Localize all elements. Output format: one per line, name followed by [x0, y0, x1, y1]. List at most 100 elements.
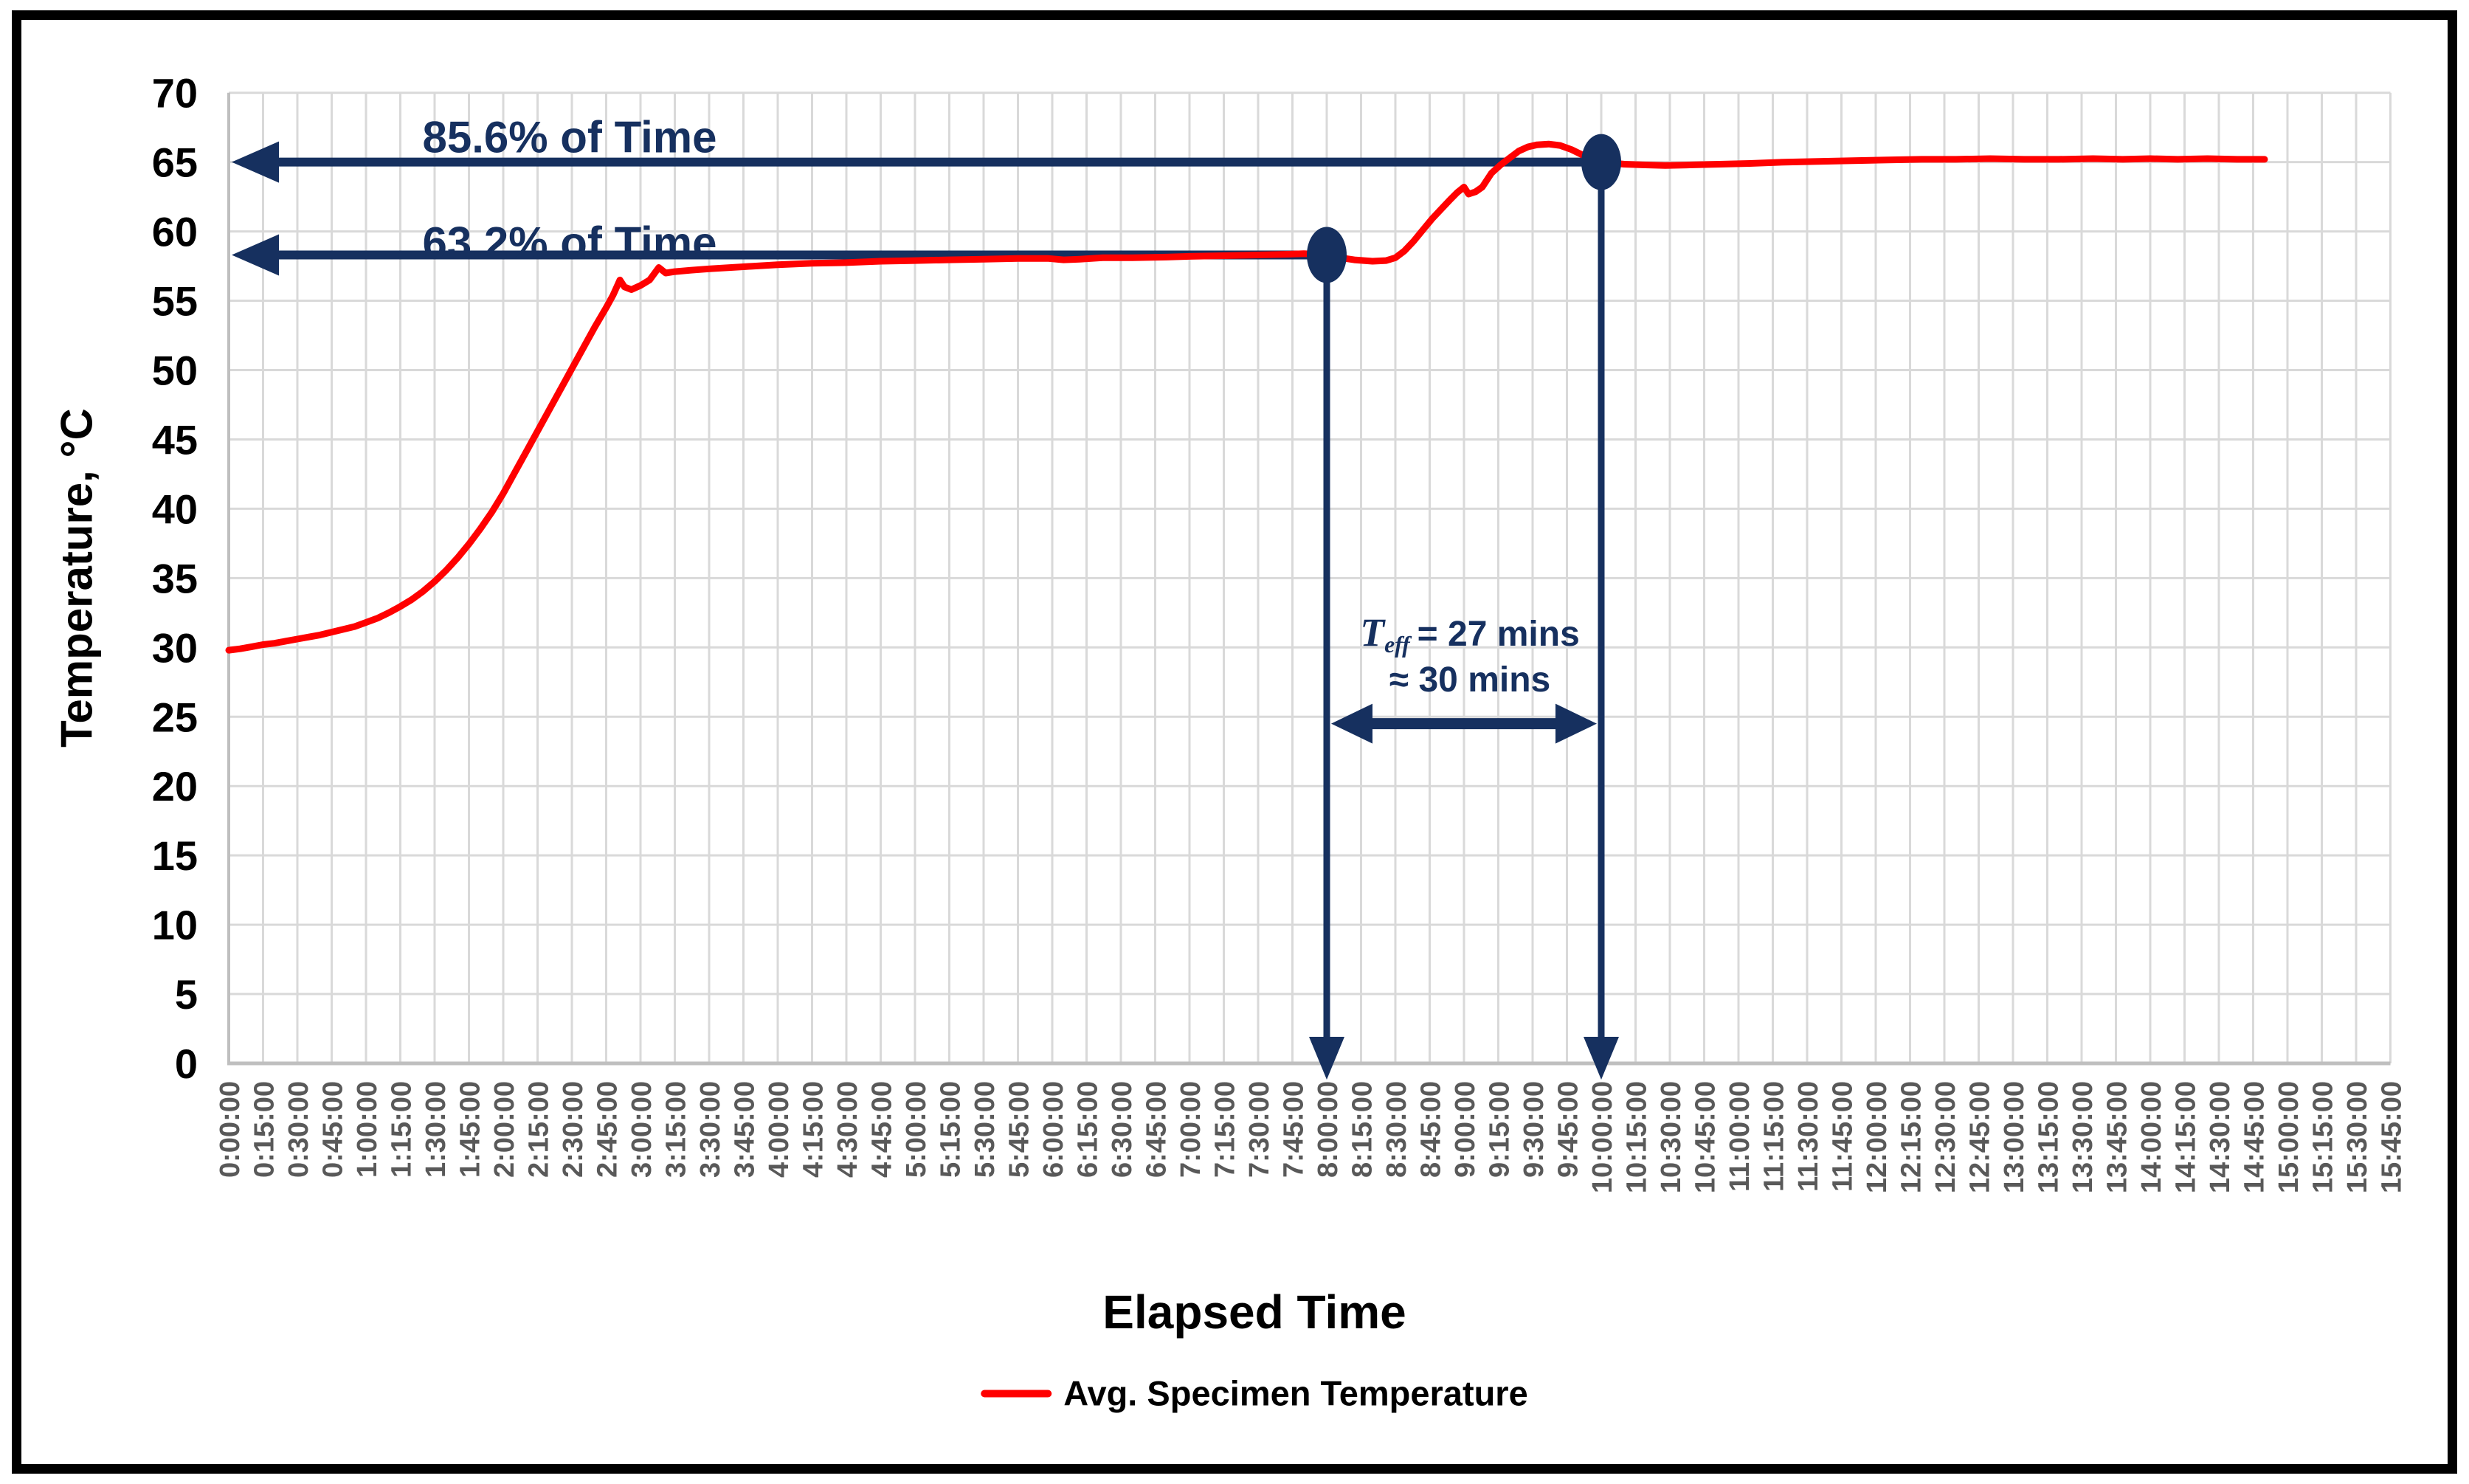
x-tick-label: 7:00:00 [1175, 1081, 1206, 1178]
x-tick-label: 13:00:00 [1999, 1081, 2030, 1193]
x-tick-label: 11:30:00 [1793, 1081, 1824, 1192]
y-tick-label: 25 [152, 694, 198, 740]
annotation-teff: Teff = 27 mins ≈ 30 mins [1360, 609, 1580, 703]
x-tick-label: 10:00:00 [1587, 1081, 1618, 1193]
legend: Avg. Specimen Temperature [981, 1373, 1528, 1414]
data-point-marker-10:00 [1581, 134, 1621, 190]
y-tick-label: 65 [152, 139, 198, 186]
x-tick-label: 1:30:00 [421, 1081, 452, 1178]
x-tick-label: 5:30:00 [970, 1081, 1001, 1178]
x-tick-label: 3:15:00 [661, 1081, 692, 1178]
y-tick-label: 50 [152, 348, 198, 394]
x-tick-label: 0:30:00 [283, 1081, 314, 1178]
x-tick-label: 12:15:00 [1896, 1081, 1927, 1193]
y-axis-title: Temperature, °C [52, 408, 102, 748]
y-tick-label: 55 [152, 278, 198, 325]
x-tick-label: 9:45:00 [1553, 1081, 1584, 1178]
x-tick-label: 7:30:00 [1244, 1081, 1275, 1178]
y-tick-label: 5 [175, 971, 198, 1018]
x-tick-label: 5:15:00 [936, 1081, 967, 1178]
y-tick-label: 35 [152, 555, 198, 601]
x-tick-label: 11:15:00 [1759, 1081, 1790, 1192]
legend-line-swatch [981, 1390, 1052, 1397]
y-tick-label: 15 [152, 832, 198, 879]
x-tick-label: 2:30:00 [558, 1081, 589, 1178]
y-tick-label: 20 [152, 763, 198, 810]
x-tick-label: 15:30:00 [2342, 1081, 2373, 1193]
x-tick-label: 7:15:00 [1210, 1081, 1241, 1178]
x-tick-label: 4:15:00 [798, 1081, 829, 1178]
y-tick-label: 0 [175, 1040, 198, 1087]
x-tick-label: 8:30:00 [1381, 1081, 1412, 1178]
x-tick-label: 13:45:00 [2102, 1081, 2133, 1193]
legend-label: Avg. Specimen Temperature [1063, 1373, 1528, 1413]
arrow-63-2-head [232, 234, 279, 276]
x-axis-title: Elapsed Time [1102, 1285, 1406, 1339]
annotation-63-2-percent-of-time: 63.2% of Time [422, 218, 717, 268]
x-tick-label: 4:45:00 [867, 1081, 898, 1178]
x-tick-label: 6:45:00 [1142, 1081, 1173, 1178]
x-tick-label: 14:00:00 [2136, 1081, 2167, 1193]
teff-subscript: eff [1384, 631, 1410, 658]
x-tick-label: 1:00:00 [352, 1081, 383, 1178]
x-tick-label: 13:15:00 [2034, 1081, 2065, 1193]
x-tick-label: 15:00:00 [2273, 1081, 2304, 1193]
x-tick-label: 14:45:00 [2240, 1081, 2271, 1193]
y-tick-label: 70 [152, 70, 198, 117]
teff-span-arrow-right-head [1555, 703, 1597, 744]
x-tick-label: 6:30:00 [1107, 1081, 1138, 1178]
x-tick-label: 1:45:00 [455, 1081, 486, 1178]
x-tick-label: 10:45:00 [1691, 1081, 1722, 1193]
x-tick-label: 8:15:00 [1347, 1081, 1378, 1178]
x-tick-label: 12:30:00 [1930, 1081, 1961, 1193]
x-tick-label: 9:30:00 [1519, 1081, 1550, 1178]
x-tick-label: 5:45:00 [1004, 1081, 1035, 1178]
y-tick-label: 60 [152, 209, 198, 255]
arrow-85-6-head [232, 141, 279, 183]
annotation-85-6-percent-of-time: 85.6% of Time [422, 112, 717, 162]
x-tick-label: 7:45:00 [1279, 1081, 1310, 1178]
x-tick-label: 6:00:00 [1038, 1081, 1069, 1178]
x-tick-label: 1:15:00 [387, 1081, 418, 1178]
data-point-marker-8:00 [1307, 227, 1347, 283]
y-tick-label: 40 [152, 486, 198, 532]
teff-value: = 27 mins [1417, 614, 1580, 654]
x-tick-label: 2:45:00 [593, 1081, 624, 1178]
y-tick-label: 30 [152, 624, 198, 671]
x-tick-label: 0:00:00 [215, 1081, 246, 1178]
y-tick-label: 45 [152, 416, 198, 463]
x-tick-label: 4:30:00 [832, 1081, 863, 1178]
x-tick-label: 3:45:00 [730, 1081, 761, 1178]
y-tick-label: 10 [152, 902, 198, 948]
x-tick-label: 2:15:00 [524, 1081, 555, 1178]
annotation-teff-line2: ≈ 30 mins [1389, 660, 1551, 700]
x-tick-label: 10:30:00 [1656, 1081, 1687, 1193]
x-tick-label: 2:00:00 [489, 1081, 520, 1178]
x-tick-label: 15:45:00 [2377, 1081, 2408, 1193]
x-tick-label: 8:00:00 [1313, 1081, 1344, 1178]
x-tick-label: 0:45:00 [318, 1081, 349, 1178]
x-tick-label: 12:00:00 [1862, 1081, 1893, 1193]
x-tick-label: 11:00:00 [1724, 1081, 1755, 1192]
teff-span-arrow-left-head [1331, 703, 1372, 744]
x-tick-label: 13:30:00 [2068, 1081, 2099, 1193]
x-tick-label: 9:00:00 [1450, 1081, 1481, 1178]
avg-specimen-temperature-line [225, 140, 2268, 654]
x-tick-label: 6:15:00 [1073, 1081, 1104, 1178]
x-tick-label: 3:00:00 [626, 1081, 657, 1178]
annotation-teff-line1: Teff = 27 mins [1360, 609, 1580, 660]
x-tick-label: 14:30:00 [2205, 1081, 2236, 1193]
teff-symbol: T [1360, 610, 1385, 655]
x-tick-label: 3:30:00 [695, 1081, 726, 1178]
x-tick-label: 9:15:00 [1485, 1081, 1516, 1178]
x-tick-label: 12:45:00 [1965, 1081, 1996, 1193]
x-tick-label: 8:45:00 [1416, 1081, 1447, 1178]
x-tick-label: 15:15:00 [2308, 1081, 2339, 1193]
x-tick-label: 11:45:00 [1828, 1081, 1859, 1192]
x-tick-label: 0:15:00 [249, 1081, 280, 1178]
x-tick-label: 14:15:00 [2171, 1081, 2202, 1193]
x-tick-label: 4:00:00 [764, 1081, 795, 1178]
vertical-arrow-marker1-head [1309, 1037, 1344, 1080]
x-tick-label: 5:00:00 [901, 1081, 932, 1178]
